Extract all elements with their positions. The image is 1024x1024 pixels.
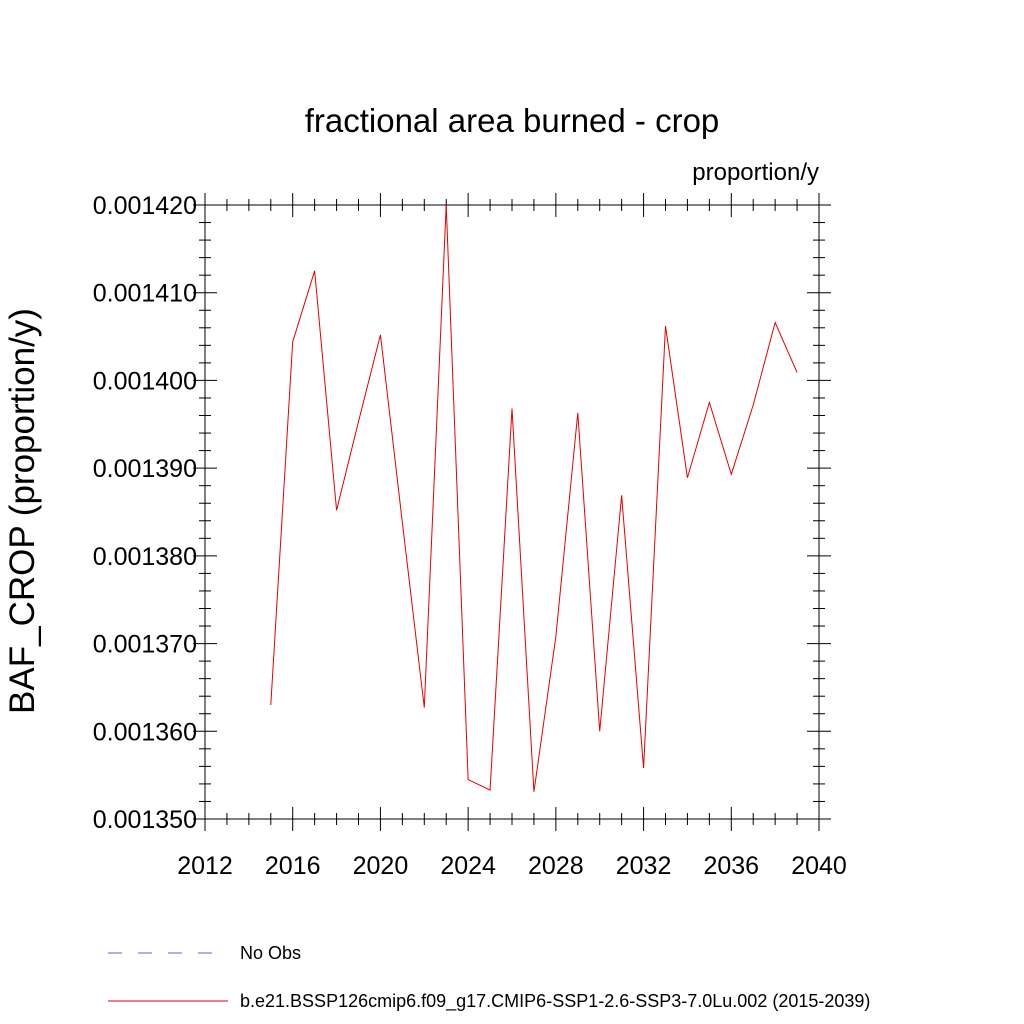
axis-ticks: [193, 193, 831, 831]
y-tick-label: 0.001370: [93, 631, 197, 659]
series-layer: [270, 204, 798, 792]
chart-title: fractional area burned - crop: [305, 102, 720, 139]
x-tick-label: 2040: [791, 852, 847, 880]
y-tick-label: 0.001420: [93, 192, 197, 220]
x-tick-label: 2036: [703, 852, 759, 880]
series-line-0: [270, 204, 798, 792]
x-tick-labels: 2012 2016 2020 2024 2028 2032 2036 2040: [177, 852, 847, 880]
y-tick-labels: 0.001350 0.001360 0.001370 0.001380 0.001390…: [93, 192, 197, 834]
x-tick-label: 2032: [616, 852, 672, 880]
x-tick-label: 2024: [440, 852, 496, 880]
y-tick-label: 0.001410: [93, 280, 197, 308]
y-axis-label: BAF_CROP (proportion/y): [3, 308, 42, 714]
y-tick-label: 0.001400: [93, 367, 197, 395]
y-tick-label: 0.001380: [93, 543, 197, 571]
x-tick-label: 2020: [353, 852, 409, 880]
y-tick-label: 0.001350: [93, 806, 197, 834]
y-tick-label: 0.001390: [93, 455, 197, 483]
x-tick-label: 2016: [265, 852, 321, 880]
x-tick-label: 2028: [528, 852, 584, 880]
plot-frame: [204, 204, 820, 820]
units-label: proportion/y: [692, 159, 819, 186]
x-tick-label: 2012: [177, 852, 233, 880]
legend-label-series: b.e21.BSSP126cmip6.f09_g17.CMIP6-SSP1-2.…: [240, 991, 870, 1012]
y-tick-label: 0.001360: [93, 718, 197, 746]
legend-label-no-obs: No Obs: [240, 943, 301, 963]
legend: No Obs b.e21.BSSP126cmip6.f09_g17.CMIP6-…: [108, 943, 870, 1012]
